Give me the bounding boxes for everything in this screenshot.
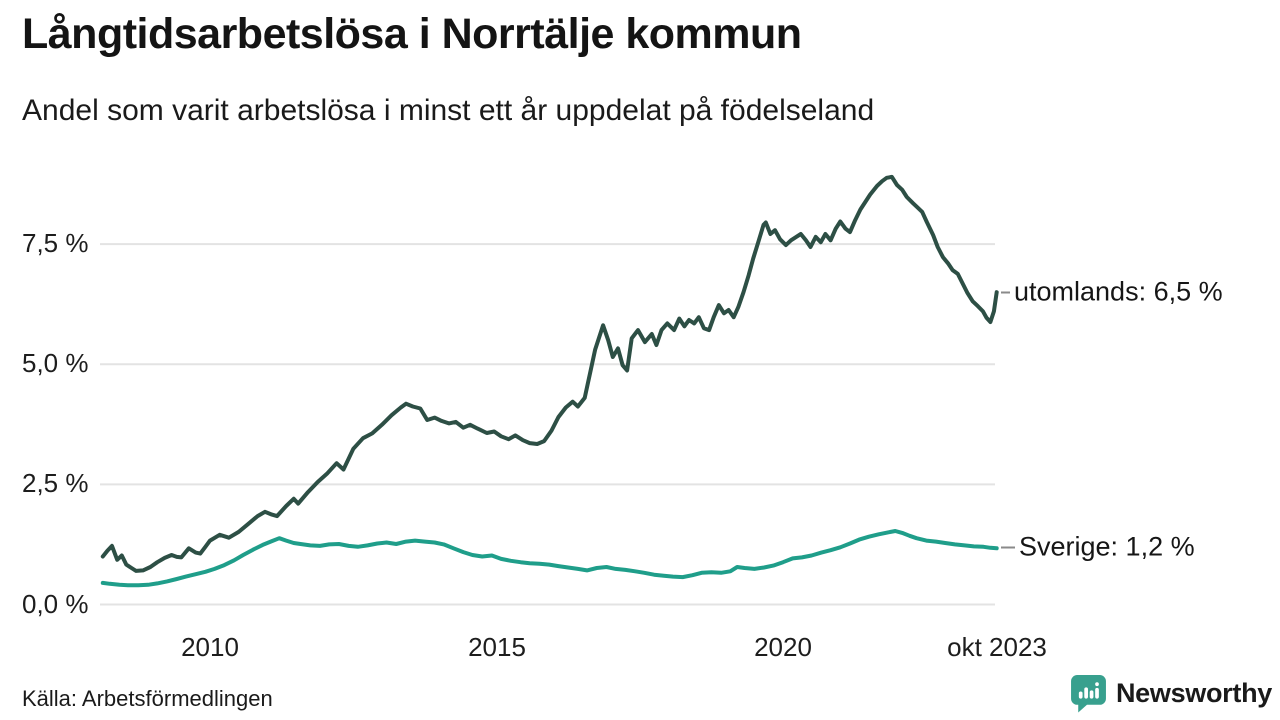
brand-name: Newsworthy <box>1115 678 1272 708</box>
y-tick-label: 5,0 % <box>22 347 89 378</box>
series-label-sverige: Sverige: 1,2 % <box>1001 532 1195 563</box>
series-line-utomlands <box>100 174 999 573</box>
x-tick-label: 2015 <box>468 632 526 662</box>
series-line-Sverige <box>100 529 999 588</box>
y-tick-label: 7,5 % <box>22 227 89 258</box>
leader-line <box>1001 546 1015 548</box>
x-tick-label: 2010 <box>181 632 239 662</box>
source-note: Källa: Arbetsförmedlingen <box>22 686 273 711</box>
x-tick-label: okt 2023 <box>947 632 1047 662</box>
page-title: Långtidsarbetslösa i Norrtälje kommun <box>22 10 802 58</box>
newsworthy-bubble-chart-icon <box>1071 675 1106 713</box>
series-label-text: utomlands: 6,5 % <box>1014 276 1223 307</box>
x-tick-label: 2020 <box>754 632 812 662</box>
leader-line <box>1001 291 1010 293</box>
series-label-text: Sverige: 1,2 % <box>1019 531 1195 562</box>
newsworthy-logo: Newsworthy <box>1070 674 1272 713</box>
series-label-utomlands: utomlands: 6,5 % <box>1001 277 1223 308</box>
y-tick-label: 2,5 % <box>22 467 89 498</box>
chart-subtitle: Andel som varit arbetslösa i minst ett å… <box>22 94 875 127</box>
y-tick-label: 0,0 % <box>22 588 89 619</box>
